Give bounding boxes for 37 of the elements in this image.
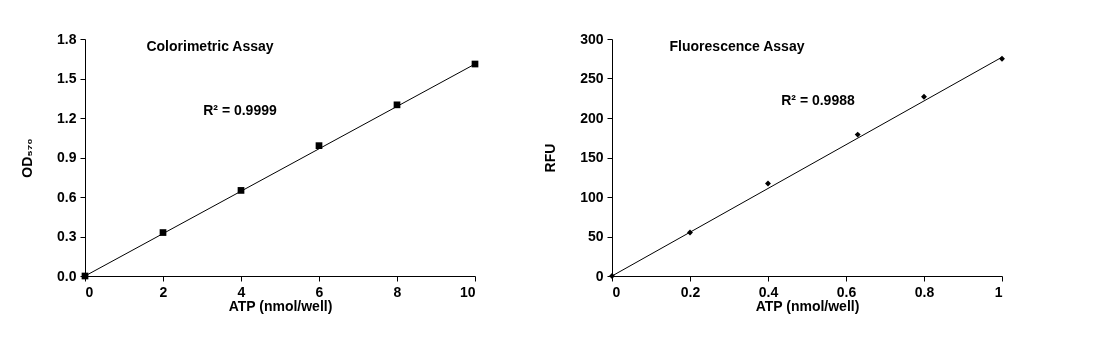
x-tick-label: 2 (159, 283, 168, 300)
y-tick-label: 50 (587, 228, 604, 244)
y-tick-label: 0 (595, 267, 604, 284)
x-tick-label: 0.2 (680, 283, 701, 300)
y-tick-label: 0.6 (57, 188, 77, 205)
x-tick-label: 0.6 (836, 283, 857, 300)
y-tick-label: 150 (580, 149, 604, 165)
y-tick-label: 0.9 (57, 149, 77, 165)
chart-title: Colorimetric Assay (146, 38, 274, 54)
y-axis-title: OD₅₇₀ (19, 138, 36, 178)
x-tick-label: 0.8 (914, 283, 935, 300)
y-tick-label: 250 (580, 70, 604, 86)
chart-title: Fluorescence Assay (669, 38, 805, 54)
x-tick-label: 1 (994, 283, 1003, 300)
y-tick-label: 1.8 (57, 30, 77, 47)
x-tick-label: 0 (612, 283, 621, 300)
y-tick-label: 0.3 (57, 228, 77, 244)
y-tick-label: 200 (580, 109, 604, 126)
x-tick-label: 4 (237, 283, 246, 300)
y-tick-label: 300 (580, 30, 604, 47)
x-tick-label: 10 (459, 283, 476, 300)
annotation: R² = 0.9988 (781, 92, 855, 108)
x-axis-title: ATP (nmol/well) (755, 297, 860, 314)
x-axis-title: ATP (nmol/well) (228, 297, 333, 314)
point (854, 131, 861, 138)
x-tick-label: 6 (315, 283, 324, 300)
y-tick-label: 0.0 (57, 267, 77, 284)
x-tick-label: 0.4 (758, 283, 779, 300)
point (921, 93, 927, 100)
annotation: R² = 0.9999 (203, 102, 277, 118)
y-tick-label: 1.5 (57, 70, 77, 86)
y-axis-title: RFU (542, 143, 559, 173)
y-tick-label: 100 (580, 188, 604, 205)
point (765, 180, 771, 187)
x-tick-label: 8 (393, 283, 402, 300)
y-tick-label: 1.2 (57, 109, 77, 126)
x-tick-label: 0 (85, 283, 94, 300)
